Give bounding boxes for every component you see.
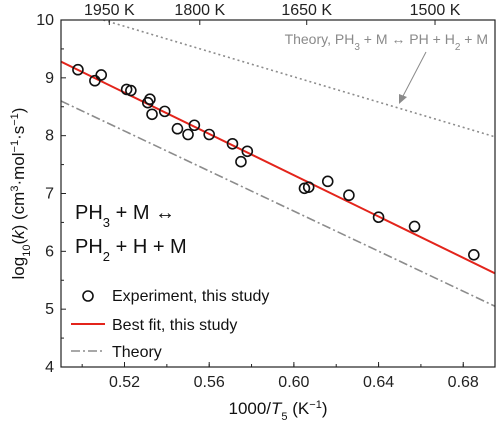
data-point: [203, 128, 215, 141]
top-tick-label: 1950 K: [84, 2, 135, 19]
legend: Experiment, this study Best fit, this st…: [71, 288, 269, 361]
data-point: [302, 181, 315, 193]
y-tick-label: 6: [45, 243, 54, 260]
legend-label-experiment: Experiment, this study: [112, 288, 269, 305]
data-point: [241, 145, 254, 158]
legend-label-best-fit: Best fit, this study: [112, 317, 237, 334]
data-point: [372, 211, 385, 224]
data-point: [321, 175, 334, 188]
series-line-2: [61, 100, 495, 307]
theory-annotation: Theory, PH3 + M ↔ PH + H2 + M: [285, 31, 488, 53]
legend-symbol-experiment: [82, 290, 94, 302]
y-tick-label: 10: [36, 12, 54, 29]
data-point: [144, 93, 156, 106]
data-point: [158, 105, 171, 118]
annotation-arrow-shaft: [401, 51, 427, 99]
plot-frame: [60, 19, 496, 368]
data-point: [125, 84, 137, 97]
data-point: [343, 189, 355, 202]
y-tick-label: 8: [45, 128, 54, 145]
x-tick-label: 0.64: [363, 374, 394, 391]
data-point: [408, 220, 421, 233]
reaction-label-line1: PH3 + M ↔: [75, 202, 175, 230]
x-tick-label: 0.56: [194, 374, 225, 391]
x-tick-label: 0.68: [448, 374, 479, 391]
data-point: [72, 63, 84, 76]
x-axis-title: 1000/T5 (K−1): [228, 399, 327, 423]
data-point: [235, 155, 247, 168]
y-tick-label: 4: [45, 359, 54, 376]
data-point: [95, 69, 108, 81]
x-tick-label: 0.52: [109, 374, 140, 391]
top-tick-label: 1500 K: [410, 2, 461, 19]
reaction-label-line2: PH2 + H + M: [75, 236, 187, 264]
y-tick-label: 5: [45, 301, 54, 318]
data-point: [188, 119, 201, 132]
data-point: [468, 249, 480, 261]
data-point: [226, 137, 239, 150]
legend-label-theory: Theory: [112, 344, 162, 361]
top-tick-label: 1800 K: [174, 2, 225, 19]
data-point: [171, 122, 184, 135]
data-point: [89, 74, 101, 87]
y-tick-label: 7: [45, 186, 54, 203]
annotation-arrow-head: [399, 94, 407, 104]
data-point: [146, 108, 158, 121]
series-line-3: [103, 20, 495, 138]
x-tick-label: 0.60: [278, 374, 309, 391]
y-tick-label: 9: [45, 70, 54, 87]
series-line-1: [61, 60, 495, 275]
y-axis-title: log10(k) (cm3·mol−1·s−1): [9, 108, 33, 280]
top-tick-label: 1650 K: [281, 2, 332, 19]
data-point: [182, 128, 194, 141]
